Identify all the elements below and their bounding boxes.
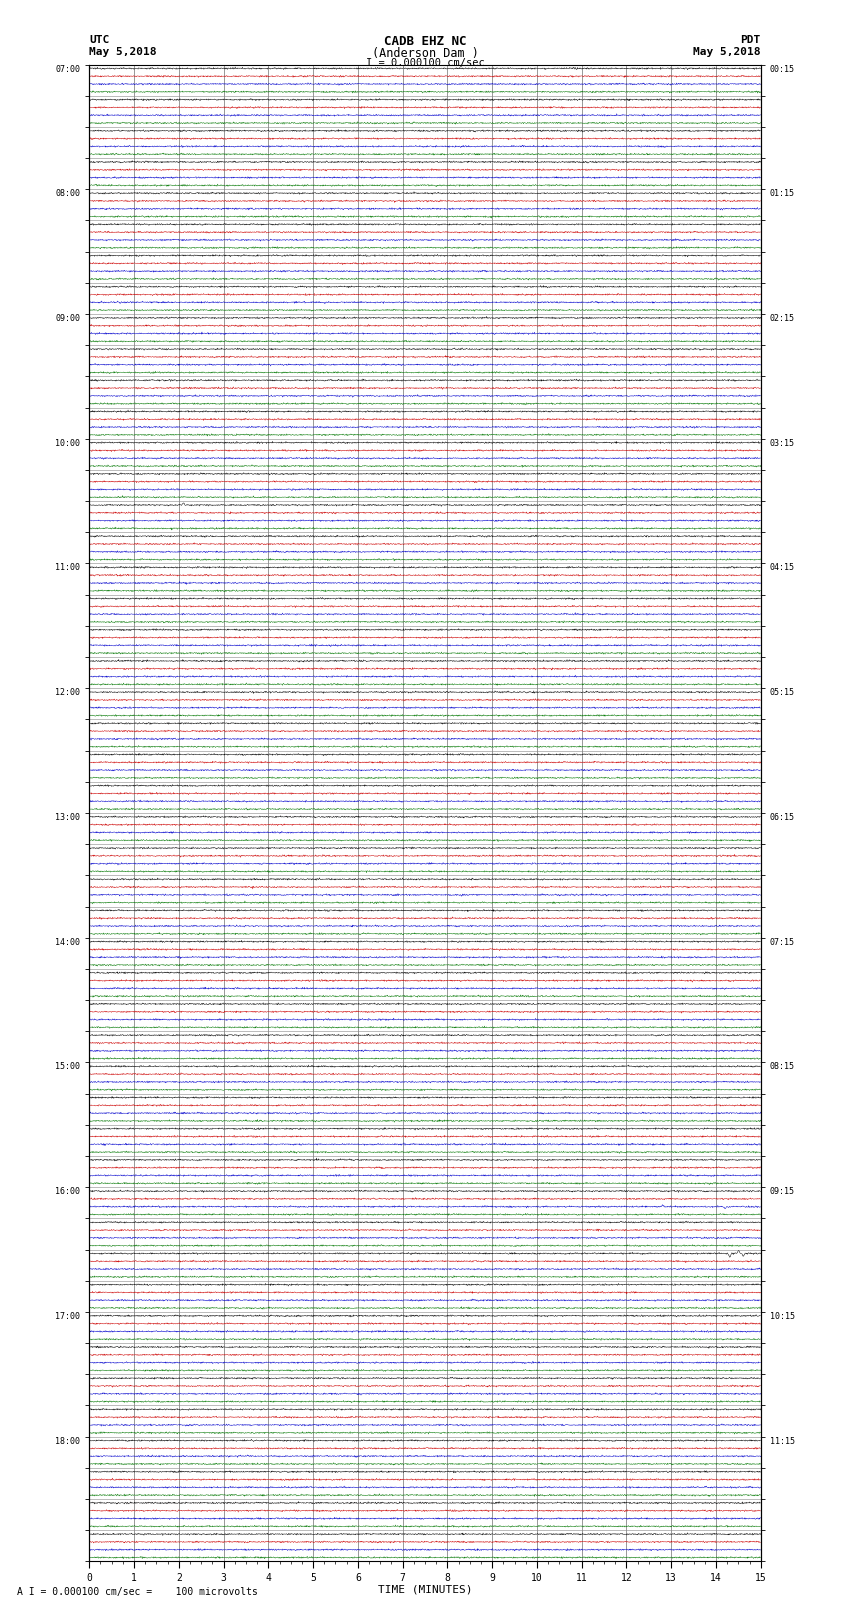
Text: (Anderson Dam ): (Anderson Dam ) bbox=[371, 47, 479, 60]
Text: I = 0.000100 cm/sec: I = 0.000100 cm/sec bbox=[366, 58, 484, 68]
Text: UTC: UTC bbox=[89, 35, 110, 45]
Text: PDT: PDT bbox=[740, 35, 761, 45]
X-axis label: TIME (MINUTES): TIME (MINUTES) bbox=[377, 1584, 473, 1595]
Text: A I = 0.000100 cm/sec =    100 microvolts: A I = 0.000100 cm/sec = 100 microvolts bbox=[17, 1587, 258, 1597]
Text: May 5,2018: May 5,2018 bbox=[694, 47, 761, 56]
Text: May 5,2018: May 5,2018 bbox=[89, 47, 156, 56]
Text: CADB EHZ NC: CADB EHZ NC bbox=[383, 35, 467, 48]
